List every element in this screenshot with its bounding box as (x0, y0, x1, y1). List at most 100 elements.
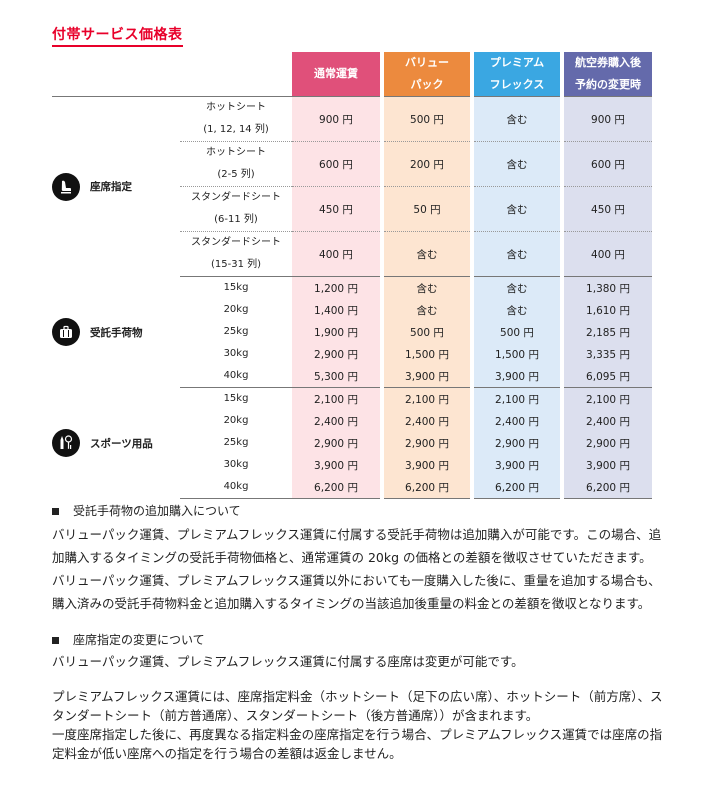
table-row: 20kg 1,400 円含む 含む 1,610 円 (52, 299, 652, 321)
sports-after-purchase-price: 2,900 円 (562, 432, 652, 454)
table-row: 30kg 3,900 円 3,900 円 3,900 円 3,900 円 (52, 454, 652, 476)
seat-type-rows: (2-5 列) (217, 169, 255, 180)
seat-after-purchase-price: 450 円 (562, 186, 652, 232)
seat-note-body-2: プレミアムフレックス運賃には、座席指定料金（ホットシート（足下の広い席）、ホット… (52, 689, 663, 723)
baggage-note-body: バリューパック運賃、プレミアムフレックス運賃に付属する受託手荷物は追加購入が可能… (52, 527, 662, 611)
baggage-value-pack-price: 含む (382, 276, 474, 299)
sports-after-purchase-price: 3,900 円 (562, 454, 652, 476)
sports-after-purchase-price: 2,100 円 (562, 387, 652, 410)
baggage-premium-flex-price: 3,900 円 (472, 365, 564, 388)
table-row: スタンダードシート (6-11 列) 450 円 50 円含む 450 円 (52, 186, 652, 232)
sports-after-purchase-price: 6,200 円 (562, 476, 652, 499)
seat-premium-flex-price: 含む (472, 231, 564, 277)
sports-premium-flex-price: 6,200 円 (472, 476, 564, 499)
seat-premium-flex-price: 含む (472, 141, 564, 187)
header-after-purchase: 航空券購入後 予約の変更時 (562, 52, 652, 97)
sports-weight: 15kg (223, 393, 249, 404)
sports-weight: 25kg (223, 437, 249, 448)
baggage-weight: 15kg (223, 282, 249, 293)
sports-regular-price: 2,100 円 (292, 387, 384, 410)
seat-type-rows: (6-11 列) (214, 214, 258, 225)
baggage-after-purchase-price: 1,610 円 (562, 299, 652, 321)
sports-premium-flex-price: 2,900 円 (472, 432, 564, 454)
seat-premium-flex-price: 含む (472, 96, 564, 142)
sports-weight: 20kg (223, 415, 249, 426)
seat-type-rows: (15-31 列) (210, 259, 262, 270)
baggage-regular-price: 1,200 円 (292, 276, 384, 299)
sports-value-pack-price: 2,100 円 (382, 387, 474, 410)
table-row: 20kg 2,400 円 2,400 円 2,400 円 2,400 円 (52, 410, 652, 432)
baggage-value-pack-price: 1,500 円 (382, 343, 474, 365)
baggage-regular-price: 1,900 円 (292, 321, 384, 343)
baggage-category: 受託手荷物 (52, 277, 180, 388)
seat-note-heading: 座席指定の変更について (52, 629, 664, 652)
baggage-label: 受託手荷物 (90, 326, 143, 339)
seat-category: 座席指定 (52, 96, 180, 277)
seat-type: スタンダードシート (15-31 列) (180, 231, 292, 277)
seat-icon (52, 172, 80, 201)
baggage-value-pack-price: 500 円 (382, 321, 474, 343)
table-row: 座席指定 ホットシート (1, 12, 14 列) 900 円 500 円含む 900 円 (52, 96, 652, 277)
seat-type-name: ホットシート (206, 147, 266, 158)
notes-section: 受託手荷物の追加購入について バリューパック運賃、プレミアムフレックス運賃に付属… (52, 500, 664, 763)
table-row: 25kg 1,900 円 500 円 500 円 2,185 円 (52, 321, 652, 343)
seat-regular-price: 400 円 (292, 231, 384, 277)
table-row: 25kg 2,900 円 2,900 円 2,900 円 2,900 円 (52, 432, 652, 454)
baggage-regular-price: 1,400 円 (292, 299, 384, 321)
baggage-after-purchase-price: 2,185 円 (562, 321, 652, 343)
baggage-value-pack-price: 3,900 円 (382, 365, 474, 388)
baggage-weight: 20kg (223, 304, 249, 315)
seat-type-name: スタンダードシート (191, 237, 281, 248)
bullet-square-icon (52, 637, 59, 644)
baggage-regular-price: 2,900 円 (292, 343, 384, 365)
sports-regular-price: 6,200 円 (292, 476, 384, 499)
table-row: 受託手荷物 15kg 1,200 円含む 含む 1,380 円 (52, 276, 652, 346)
header-premium-flex: プレミアム フレックス (472, 52, 564, 97)
sports-value-pack-price: 3,900 円 (382, 454, 474, 476)
baggage-after-purchase-price: 1,380 円 (562, 276, 652, 299)
seat-value-pack-price: 含む (382, 231, 474, 277)
table-row: スタンダードシート (15-31 列) 400 円含む 含む 400 円 (52, 231, 652, 277)
table-row: 40kg 5,300 円 3,900 円 3,900 円 6,095 円 (52, 365, 652, 388)
baggage-after-purchase-price: 6,095 円 (562, 365, 652, 388)
table-row: 30kg 2,900 円 1,500 円 1,500 円 3,335 円 (52, 343, 652, 365)
seat-value-pack-price: 500 円 (382, 96, 474, 142)
seat-label: 座席指定 (90, 181, 132, 194)
header-value-pack: バリュー パック (382, 52, 474, 97)
fare-table: 通常運賃 バリュー パック プレミアム フレックス 航空券購入後 予約の変更時 座席指… (52, 52, 652, 499)
bullet-square-icon (52, 508, 59, 515)
sports-premium-flex-price: 2,400 円 (472, 410, 564, 432)
baggage-premium-flex-price: 1,500 円 (472, 343, 564, 365)
baggage-premium-flex-price: 500 円 (472, 321, 564, 343)
sports-regular-price: 3,900 円 (292, 454, 384, 476)
sports-category: スポーツ用品 (52, 388, 180, 499)
baggage-premium-flex-price: 含む (472, 276, 564, 299)
seat-value-pack-price: 50 円 (382, 186, 474, 232)
sports-weight: 40kg (180, 476, 292, 499)
sports-label: スポーツ用品 (90, 437, 153, 450)
baggage-weight: 30kg (223, 348, 249, 359)
seat-regular-price: 450 円 (292, 186, 384, 232)
seat-regular-price: 900 円 (292, 96, 384, 142)
seat-type-rows: (1, 12, 14 列) (203, 124, 269, 135)
page-title: 付帯サービス価格表 (52, 24, 183, 47)
sports-regular-price: 2,900 円 (292, 432, 384, 454)
sports-value-pack-price: 2,400 円 (382, 410, 474, 432)
sports-premium-flex-price: 2,100 円 (472, 387, 564, 410)
baggage-regular-price: 5,300 円 (292, 365, 384, 388)
sports-premium-flex-price: 3,900 円 (472, 454, 564, 476)
sports-equipment-icon (52, 429, 80, 457)
table-row: ホットシート (2-5 列) 600 円 200 円含む 600 円 (52, 141, 652, 187)
sports-value-pack-price: 6,200 円 (382, 476, 474, 499)
seat-note-body-3: 一度座席指定した後に、再度異なる指定料金の座席指定を行う場合、プレミアムフレック… (52, 727, 663, 761)
baggage-note-heading: 受託手荷物の追加購入について (52, 500, 664, 523)
seat-premium-flex-price: 含む (472, 186, 564, 232)
seat-type: ホットシート (1, 12, 14 列) (180, 96, 292, 142)
seat-type-name: スタンダードシート (191, 192, 281, 203)
baggage-weight: 25kg (223, 326, 249, 337)
suitcase-icon (52, 318, 80, 346)
baggage-premium-flex-price: 含む (472, 299, 564, 321)
table-row: スポーツ用品 15kg 2,100 円 2,100 円 2,100 円 2,100 円 (52, 387, 652, 457)
baggage-weight: 40kg (180, 365, 292, 388)
sports-after-purchase-price: 2,400 円 (562, 410, 652, 432)
